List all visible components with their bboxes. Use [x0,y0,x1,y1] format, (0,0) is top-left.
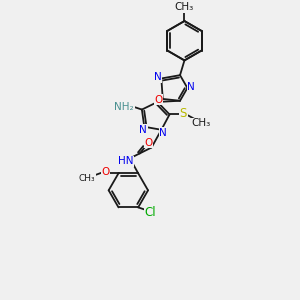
Text: N: N [188,82,195,92]
Text: CH₃: CH₃ [79,174,95,183]
Text: N: N [140,125,147,135]
Text: CH₃: CH₃ [175,2,194,12]
Text: S: S [180,107,187,120]
Text: Cl: Cl [144,206,156,219]
Text: N: N [154,73,161,82]
Text: O: O [102,167,110,177]
Text: O: O [145,138,153,148]
Text: O: O [155,95,163,105]
Text: HN: HN [118,156,134,166]
Text: N: N [160,128,167,138]
Text: NH₂: NH₂ [114,102,134,112]
Text: CH₃: CH₃ [191,118,211,128]
